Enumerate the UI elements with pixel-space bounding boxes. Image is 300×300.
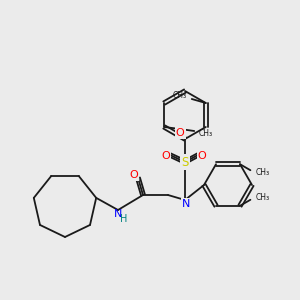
Text: O: O xyxy=(198,151,206,161)
Text: H: H xyxy=(120,214,128,224)
Text: CH₃: CH₃ xyxy=(255,193,269,202)
Text: O: O xyxy=(176,128,184,138)
Text: N: N xyxy=(182,199,190,209)
Text: N: N xyxy=(114,209,122,219)
Text: CH₃: CH₃ xyxy=(255,168,269,177)
Text: CH₃: CH₃ xyxy=(173,92,187,100)
Text: S: S xyxy=(181,155,189,169)
Text: O: O xyxy=(162,151,170,161)
Text: O: O xyxy=(130,170,138,180)
Text: CH₃: CH₃ xyxy=(198,128,212,137)
